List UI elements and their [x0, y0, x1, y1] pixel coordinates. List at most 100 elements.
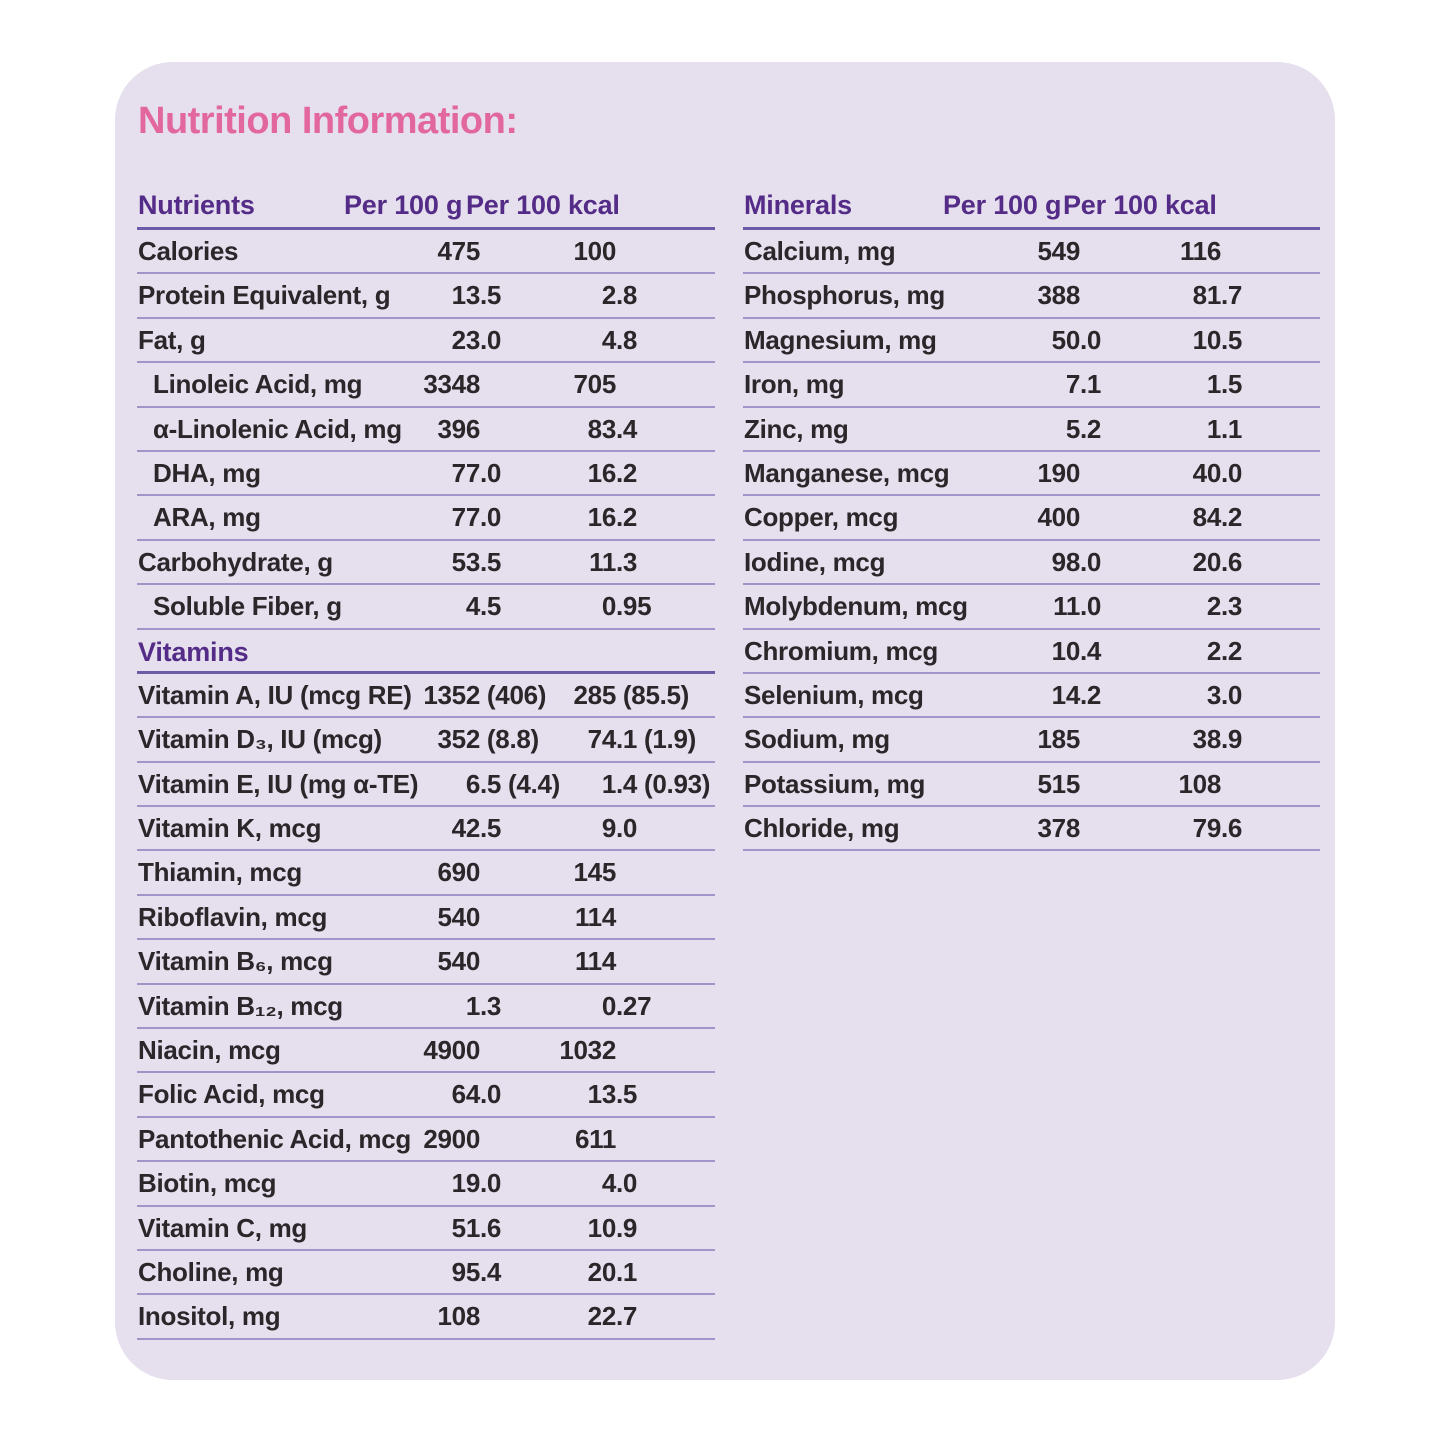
- value-per-100kcal: 16.2: [587, 502, 638, 533]
- value-per-100kcal: 705: [573, 369, 617, 400]
- value-per-100kcal: 0.27: [601, 990, 652, 1021]
- value-per-100g: 64.0: [451, 1079, 502, 1110]
- table-header-row: Nutrients Per 100 g Per 100 kcal: [137, 182, 715, 230]
- value-per-100g: 11.0: [1053, 591, 1102, 622]
- value-per-100kcal: 74.1 (1.9): [587, 724, 697, 755]
- table-row: Copper, mcg 400 84.2: [743, 496, 1320, 541]
- value-per-100g: 19.0: [451, 1168, 502, 1199]
- row-label: Linoleic Acid, mg: [153, 369, 363, 400]
- table-body: Calories 475 100 Protein Equivalent, g 13.5 2…: [137, 230, 715, 1340]
- table-row: Chloride, mg 378 79.6: [743, 807, 1320, 852]
- column-header-per-100kcal: Per 100 kcal: [1063, 190, 1217, 220]
- value-per-100g: 378: [1037, 813, 1081, 844]
- value-per-100kcal: 10.5: [1192, 324, 1243, 355]
- row-label: Chromium, mcg: [744, 635, 939, 666]
- table-row: Vitamin B₁₂, mcg 1.3 0.27: [137, 985, 715, 1030]
- value-per-100kcal: 16.2: [587, 457, 638, 488]
- value-per-100g: 4900: [423, 1035, 480, 1066]
- table-row: Niacin, mcg 4900 1032: [137, 1029, 715, 1074]
- row-label: Chloride, mg: [744, 813, 900, 844]
- value-per-100g: 95.4: [451, 1256, 502, 1287]
- value-per-100g: 4.5: [465, 591, 502, 622]
- value-per-100kcal: 4.8: [601, 324, 638, 355]
- value-per-100g: 98.0: [1051, 546, 1102, 577]
- value-per-100g: 2900: [423, 1123, 480, 1154]
- table-row: Choline, mg 95.4 20.1: [137, 1251, 715, 1296]
- table-header-row: Minerals Per 100 g Per 100 kcal: [743, 182, 1320, 230]
- value-per-100g: 13.5: [451, 280, 502, 311]
- row-label: ARA, mg: [153, 502, 261, 533]
- row-label: Calories: [138, 236, 239, 266]
- table-row: Calories 475 100: [137, 230, 715, 275]
- row-label: Magnesium, mg: [744, 324, 937, 355]
- table-row: Carbohydrate, g 53.5 11.3: [137, 541, 715, 586]
- table-row: Iron, mg 7.1 1.5: [743, 363, 1320, 408]
- value-per-100kcal: 1.5: [1206, 369, 1243, 400]
- value-per-100kcal: 145: [573, 857, 617, 888]
- row-label: Protein Equivalent, g: [138, 280, 391, 311]
- value-per-100g: 23.0: [451, 324, 502, 355]
- value-per-100kcal: 285 (85.5): [573, 679, 690, 710]
- value-per-100g: 515: [1037, 768, 1081, 799]
- value-per-100kcal: 20.6: [1192, 546, 1243, 577]
- value-per-100g: 3348: [423, 369, 480, 400]
- value-per-100kcal: 611: [574, 1123, 616, 1154]
- value-per-100g: 14.2: [1051, 679, 1102, 710]
- table-row: Calcium, mg 549 116: [743, 230, 1320, 275]
- table-row: Protein Equivalent, g 13.5 2.8: [137, 274, 715, 319]
- row-label: Folic Acid, mcg: [138, 1079, 325, 1110]
- value-per-100g: 540: [437, 946, 481, 977]
- row-label: DHA, mg: [153, 457, 261, 488]
- row-label: Carbohydrate, g: [138, 546, 333, 577]
- value-per-100g: 388: [1037, 280, 1081, 311]
- value-per-100g: 77.0: [451, 502, 502, 533]
- column-header-per-100g: Per 100 g: [943, 190, 1062, 220]
- column-header-per-100g: Per 100 g: [344, 190, 463, 220]
- table-row: Chromium, mcg 10.4 2.2: [743, 630, 1320, 674]
- value-per-100g: 7.1: [1065, 369, 1102, 400]
- section-header-label: Vitamins: [138, 636, 249, 667]
- row-label: Vitamin E, IU (mg α-TE): [138, 768, 419, 799]
- value-per-100kcal: 114: [574, 946, 616, 977]
- table-row: Riboflavin, mcg 540 114: [137, 896, 715, 941]
- row-label: Copper, mcg: [744, 502, 899, 533]
- row-label: Fat, g: [138, 324, 206, 355]
- column-header-minerals: Minerals: [744, 190, 852, 220]
- value-per-100kcal: 13.5: [587, 1079, 638, 1110]
- value-per-100g: 400: [1037, 502, 1081, 533]
- row-label: Vitamin K, mcg: [138, 813, 322, 844]
- value-per-100kcal: 100: [573, 236, 617, 266]
- row-label: Niacin, mcg: [138, 1035, 281, 1066]
- table-row: Thiamin, mcg 690 145: [137, 851, 715, 896]
- section-header-row: Vitamins: [137, 630, 715, 674]
- value-per-100g: 5.2: [1065, 413, 1102, 444]
- value-per-100g: 10.4: [1051, 635, 1102, 666]
- value-per-100g: 1352 (406): [423, 679, 547, 710]
- table-row: Vitamin A, IU (mcg RE) 1352 (406) 285 (85.…: [137, 674, 715, 719]
- row-label: Choline, mg: [138, 1256, 284, 1287]
- table-row: Selenium, mcg 14.2 3.0: [743, 674, 1320, 719]
- table-row: Pantothenic Acid, mcg 2900 611: [137, 1118, 715, 1163]
- row-label: Vitamin A, IU (mcg RE): [138, 679, 412, 710]
- value-per-100kcal: 2.2: [1206, 635, 1243, 666]
- table-row: Phosphorus, mg 388 81.7: [743, 274, 1320, 319]
- value-per-100kcal: 1032: [559, 1035, 616, 1066]
- value-per-100g: 549: [1037, 236, 1081, 266]
- value-per-100kcal: 83.4: [587, 413, 638, 444]
- row-label: α-Linolenic Acid, mg: [153, 413, 402, 444]
- row-label: Selenium, mcg: [744, 679, 924, 710]
- table-row: Iodine, mcg 98.0 20.6: [743, 541, 1320, 586]
- row-label: Vitamin D₃, IU (mcg): [138, 724, 382, 755]
- table-row: Potassium, mg 515 108: [743, 763, 1320, 808]
- value-per-100g: 190: [1037, 457, 1081, 488]
- value-per-100g: 51.6: [451, 1212, 502, 1243]
- value-per-100kcal: 11.3: [589, 546, 638, 577]
- value-per-100g: 1.3: [465, 990, 502, 1021]
- value-per-100kcal: 3.0: [1206, 679, 1243, 710]
- row-label: Iodine, mcg: [744, 546, 886, 577]
- value-per-100kcal: 116: [1179, 236, 1221, 266]
- table-body: Calcium, mg 549 116 Phosphorus, mg 388 81.7 Ma…: [743, 230, 1320, 852]
- value-per-100g: 540: [437, 901, 481, 932]
- value-per-100kcal: 108: [1178, 768, 1222, 799]
- nutrition-card: Nutrition Information: Nutrients Per 100…: [115, 62, 1335, 1380]
